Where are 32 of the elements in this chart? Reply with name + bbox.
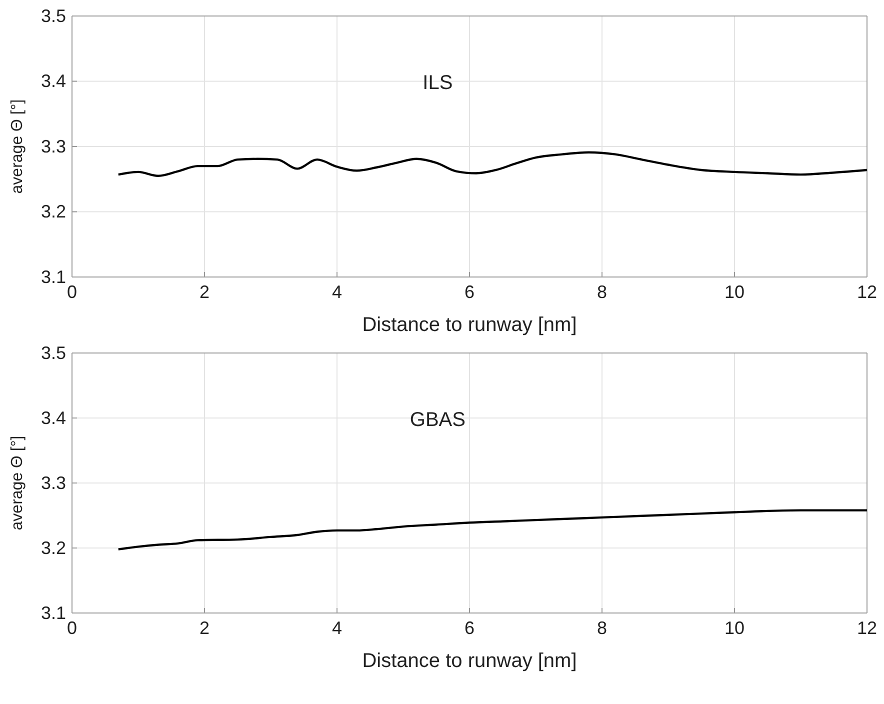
x-tick-label: 6 bbox=[464, 618, 475, 638]
x-tick-label: 12 bbox=[856, 282, 878, 302]
y-tick-label: 3.5 bbox=[40, 6, 66, 26]
y-tick-label: 3.3 bbox=[40, 472, 66, 493]
x-tick-label: 0 bbox=[66, 282, 78, 302]
x-tick-label: 2 bbox=[199, 618, 210, 638]
x-tick-label: 10 bbox=[724, 618, 745, 638]
y-tick-label: 3.1 bbox=[40, 602, 66, 623]
x-tick-label: 8 bbox=[596, 618, 608, 638]
line-series bbox=[117, 509, 868, 550]
y-axis-title: average Θ [°] bbox=[9, 99, 26, 194]
y-tick-label: 3.4 bbox=[40, 408, 66, 428]
y-tick-label: 3.4 bbox=[40, 71, 66, 92]
y-tick-label: 3.5 bbox=[40, 342, 66, 363]
y-tick-label: 3.3 bbox=[40, 136, 66, 156]
x-tick-label: 2 bbox=[199, 282, 210, 302]
x-tick-label: 6 bbox=[464, 282, 475, 302]
x-tick-label: 4 bbox=[332, 618, 342, 638]
x-axis-title: Distance to runway [nm] bbox=[362, 314, 577, 336]
x-tick-label: 12 bbox=[856, 618, 878, 638]
x-axis-title: Distance to runway [nm] bbox=[362, 650, 577, 672]
y-axis-title: average Θ [°] bbox=[9, 436, 26, 530]
annotation: ILS bbox=[422, 72, 453, 94]
annotation: GBAS bbox=[410, 408, 466, 431]
y-tick-label: 3.2 bbox=[40, 202, 66, 222]
line-series bbox=[117, 151, 868, 177]
x-tick-label: 10 bbox=[724, 282, 745, 302]
x-tick-label: 0 bbox=[66, 618, 78, 638]
x-tick-label: 8 bbox=[596, 282, 608, 302]
y-tick-label: 3.2 bbox=[40, 538, 66, 558]
y-tick-label: 3.1 bbox=[40, 266, 66, 287]
x-tick-label: 4 bbox=[332, 282, 342, 302]
